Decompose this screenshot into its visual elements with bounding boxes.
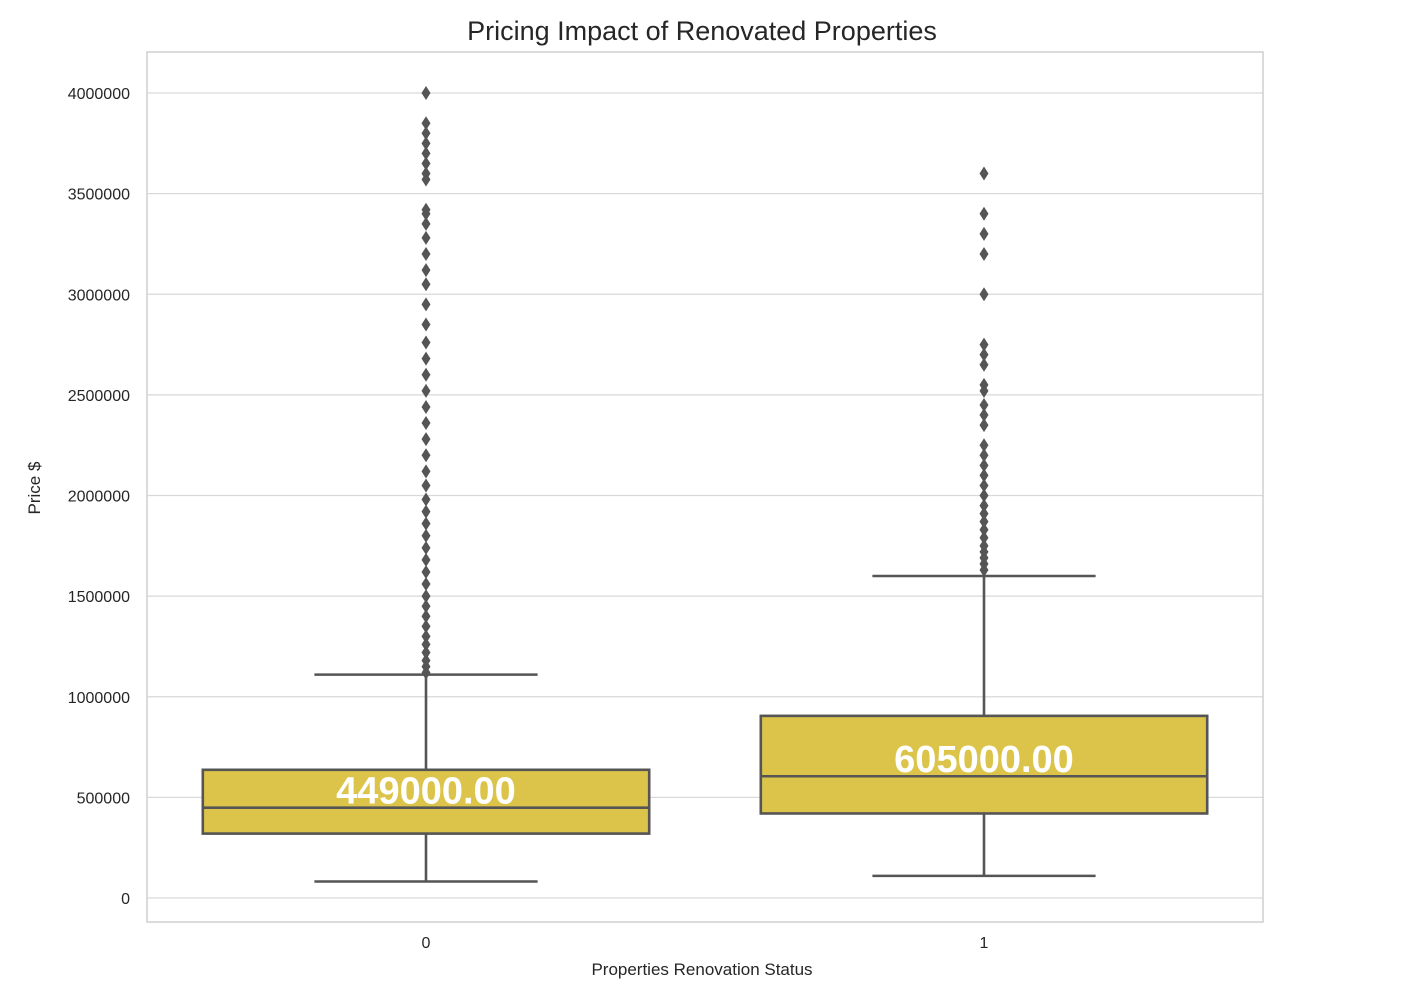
- outlier-point: [979, 408, 989, 422]
- outlier-point: [421, 116, 431, 131]
- outlier-point: [421, 156, 431, 171]
- y-tick-label: 0: [121, 891, 130, 908]
- outlier-point: [421, 629, 431, 644]
- outlier-point: [421, 166, 431, 181]
- outlier-point: [421, 478, 431, 493]
- y-axis-label: Price $: [25, 461, 44, 514]
- y-tick-label: 4000000: [68, 86, 130, 103]
- outlier-point: [421, 448, 431, 463]
- median-value-label: 605000.00: [894, 739, 1074, 781]
- outlier-point: [979, 522, 989, 537]
- outlier-point: [421, 416, 431, 431]
- outlier-point: [421, 577, 431, 592]
- outlier-point: [421, 599, 431, 614]
- outlier-point: [979, 478, 989, 493]
- outlier-point: [979, 337, 989, 352]
- y-tick-label: 1500000: [68, 589, 130, 606]
- outlier-point: [979, 287, 989, 302]
- outlier-point: [979, 468, 989, 483]
- x-tick-label: 1: [980, 935, 989, 952]
- outlier-point: [421, 136, 431, 151]
- x-tick-label: 0: [422, 935, 431, 952]
- y-tick-labels: 0 500000 1000000 1500000 2000000 2500000 30000…: [68, 86, 130, 908]
- chart-title: Pricing Impact of Renovated Properties: [467, 16, 937, 46]
- outlier-point: [979, 247, 989, 261]
- outlier-point: [979, 438, 989, 453]
- outlier-point: [421, 86, 431, 100]
- outlier-point: [979, 166, 989, 181]
- outlier-point: [979, 530, 989, 545]
- outlier-point: [421, 504, 431, 519]
- outlier-point: [421, 609, 431, 624]
- x-axis-label: Properties Renovation Status: [591, 960, 812, 979]
- outlier-point: [979, 514, 989, 529]
- box-group-0: 449000.00: [201, 86, 651, 883]
- outlier-point: [421, 277, 431, 292]
- y-tick-label: 500000: [77, 790, 130, 807]
- median-value-label: 449000.00: [336, 771, 516, 813]
- outlier-point: [421, 589, 431, 604]
- outlier-point: [421, 317, 431, 332]
- outlier-point: [979, 448, 989, 463]
- outlier-point: [979, 458, 989, 473]
- outlier-point: [979, 347, 989, 362]
- y-tick-label: 3500000: [68, 187, 130, 204]
- outlier-point: [421, 297, 431, 312]
- outlier-point: [421, 335, 431, 350]
- outlier-point: [421, 528, 431, 543]
- outlier-point: [421, 564, 431, 579]
- outlier-point: [979, 226, 989, 241]
- iqr-box: [759, 714, 1209, 815]
- box-group-1: 605000.00: [759, 166, 1209, 878]
- outlier-point: [421, 351, 431, 366]
- outlier-point: [421, 367, 431, 382]
- y-tick-label: 2500000: [68, 388, 130, 405]
- y-tick-label: 1000000: [68, 690, 130, 707]
- outlier-point: [421, 126, 431, 141]
- outlier-point: [421, 653, 431, 668]
- outlier-point: [979, 506, 989, 521]
- outlier-point: [421, 230, 431, 245]
- outlier-point: [979, 397, 989, 412]
- outlier-point: [979, 418, 989, 433]
- outlier-point: [421, 383, 431, 398]
- outlier-point: [421, 516, 431, 531]
- outlier-point: [421, 540, 431, 555]
- outlier-point: [979, 488, 989, 503]
- outlier-point: [979, 357, 989, 372]
- outlier-point: [979, 377, 989, 392]
- outlier-point: [421, 637, 431, 652]
- outlier-point: [421, 645, 431, 660]
- box-layer: 449000.00 605000.00: [201, 86, 1209, 883]
- outlier-point: [421, 552, 431, 567]
- outlier-point: [979, 498, 989, 513]
- iqr-box: [201, 768, 651, 835]
- outlier-point: [421, 432, 431, 447]
- outlier-point: [421, 263, 431, 278]
- outlier-point: [979, 538, 989, 553]
- outlier-point: [421, 464, 431, 479]
- outlier-point: [421, 216, 431, 231]
- y-tick-label: 2000000: [68, 489, 130, 506]
- y-tick-label: 3000000: [68, 287, 130, 304]
- outlier-point: [421, 247, 431, 261]
- plot-frame: [146, 51, 1264, 923]
- outlier-point: [421, 399, 431, 414]
- outlier-point: [421, 492, 431, 507]
- outlier-point: [421, 202, 431, 217]
- outlier-point: [421, 619, 431, 634]
- outlier-point: [421, 146, 431, 161]
- outlier-point: [979, 206, 989, 221]
